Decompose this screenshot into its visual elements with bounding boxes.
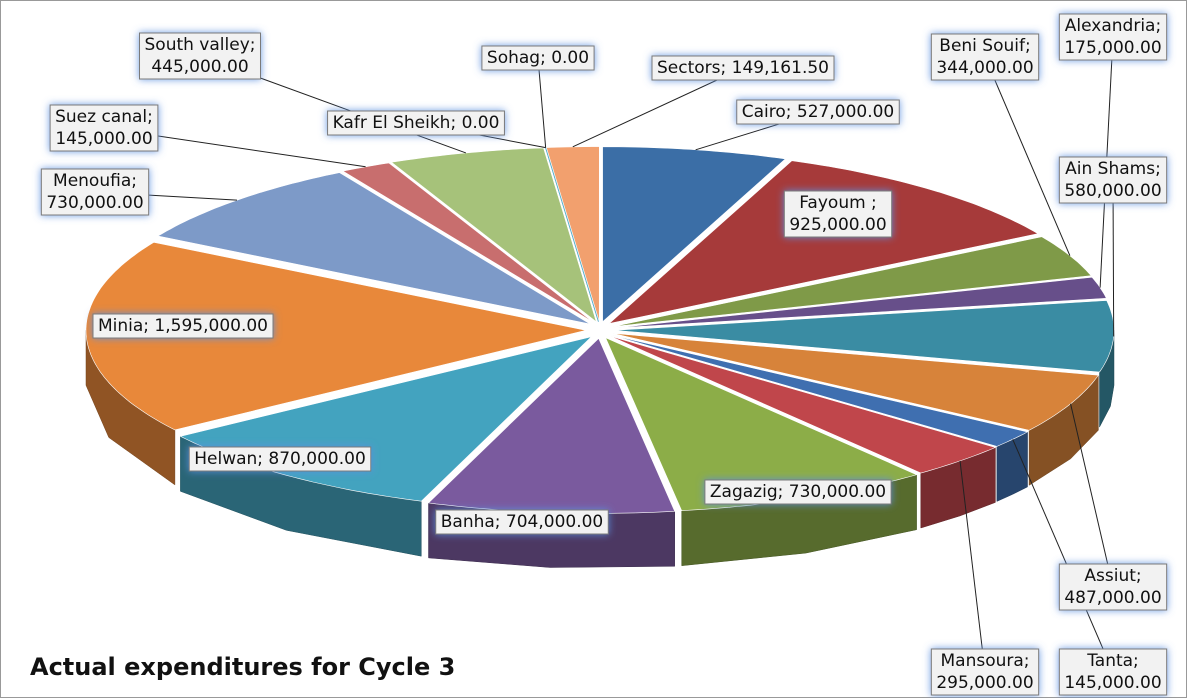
- data-label: Assiut; 487,000.00: [1064, 566, 1161, 608]
- slice: [157, 172, 591, 325]
- slice: [85, 241, 587, 431]
- data-label: Helwan; 870,000.00: [194, 449, 366, 469]
- label-box: [327, 110, 505, 136]
- label-box: [49, 104, 159, 152]
- data-label: Sectors; 149,161.50: [657, 58, 829, 78]
- slice: [602, 146, 787, 323]
- data-label: Ain Shams; 580,000.00: [1064, 159, 1161, 201]
- label-box: [435, 509, 609, 535]
- leader-line: [537, 57, 547, 148]
- label-line: 175,000.00: [1064, 38, 1161, 58]
- label-line: Ain Shams;: [1065, 159, 1161, 179]
- leader-line: [1112, 179, 1115, 337]
- label-line: 487,000.00: [1064, 588, 1161, 608]
- data-label: Minia; 1,595,000.00: [98, 316, 268, 336]
- data-label: Menoufia; 730,000.00: [46, 171, 143, 213]
- label-line: Alexandria;: [1065, 16, 1161, 36]
- label-box: [930, 33, 1040, 81]
- slice: [611, 334, 1029, 447]
- label-line: Beni Souif;: [939, 36, 1030, 56]
- label-line: Suez canal;: [55, 107, 153, 127]
- label-box: [481, 45, 595, 71]
- data-label: Mansoura; 295,000.00: [936, 651, 1033, 693]
- label-box: [736, 99, 900, 125]
- data-label: Suez canal; 145,000.00: [55, 107, 153, 149]
- label-line: 295,000.00: [936, 673, 1033, 693]
- label-line: Tanta;: [1086, 651, 1139, 671]
- label-line: 580,000.00: [1064, 181, 1161, 201]
- chart-title: Actual expenditures for Cycle 3: [30, 653, 455, 681]
- label-line: 445,000.00: [151, 57, 248, 77]
- data-label: Sohag; 0.00: [487, 48, 589, 68]
- slice: [608, 160, 1039, 325]
- label-box: [139, 32, 261, 80]
- data-label: Banha; 704,000.00: [441, 512, 604, 532]
- leader-line: [984, 56, 1071, 256]
- label-box: [1058, 563, 1168, 611]
- slice: [613, 300, 1115, 373]
- data-label: Tanta; 145,000.00: [1064, 651, 1161, 693]
- label-box: [1058, 13, 1168, 61]
- label-line: South valley;: [145, 35, 256, 55]
- label-box: [188, 446, 372, 472]
- label-line: Mansoura;: [940, 651, 1029, 671]
- data-label: Fayoum ; 925,000.00: [789, 193, 886, 235]
- data-label: Kafr El Sheikh; 0.00: [333, 113, 500, 133]
- label-box: [783, 190, 893, 238]
- label-box: [1058, 156, 1168, 204]
- label-box: [651, 55, 835, 81]
- leader-line: [572, 67, 744, 148]
- label-line: 145,000.00: [1064, 673, 1161, 693]
- data-label: Cairo; 527,000.00: [742, 102, 895, 122]
- label-line: 145,000.00: [55, 129, 152, 149]
- label-box: [40, 168, 150, 216]
- label-box: [704, 479, 892, 505]
- leader-line: [1070, 403, 1114, 588]
- label-box: [1058, 648, 1168, 696]
- label-line: 925,000.00: [789, 215, 886, 235]
- data-label: Zagazig; 730,000.00: [710, 482, 886, 502]
- label-box: [92, 313, 274, 339]
- label-line: Assiut;: [1084, 566, 1141, 586]
- slice: [390, 147, 597, 323]
- slice: [545, 147, 599, 322]
- slice: [612, 236, 1092, 327]
- label-box: [930, 648, 1040, 696]
- leader-line: [1012, 439, 1114, 673]
- slice: [613, 276, 1107, 329]
- label-line: Menoufia;: [53, 171, 137, 191]
- data-label: South valley; 445,000.00: [145, 35, 256, 77]
- label-line: Fayoum ;: [799, 193, 877, 213]
- data-label: Alexandria; 175,000.00: [1064, 16, 1161, 58]
- label-line: 730,000.00: [46, 193, 143, 213]
- leader-line: [959, 460, 986, 673]
- data-label: Beni Souif; 344,000.00: [936, 36, 1033, 78]
- label-line: 344,000.00: [936, 58, 1033, 78]
